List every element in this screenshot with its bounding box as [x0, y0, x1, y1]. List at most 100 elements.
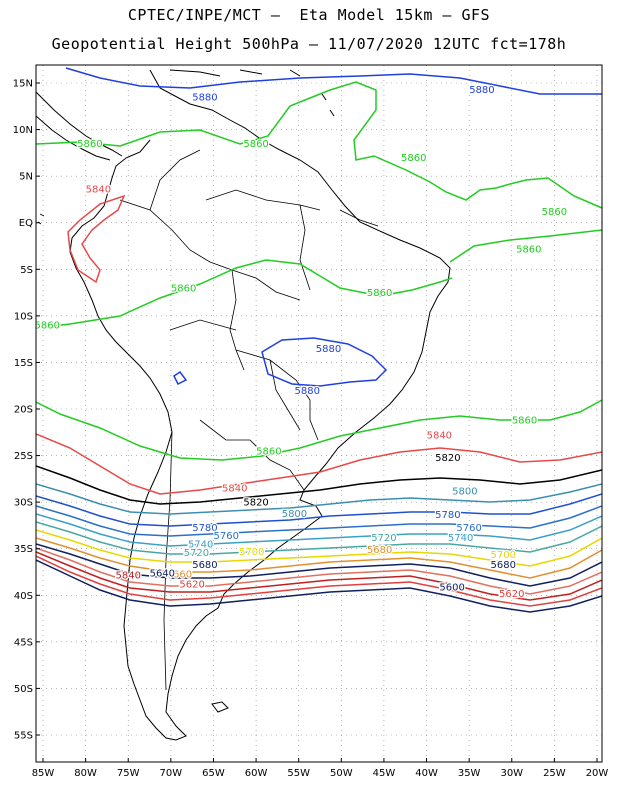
contour-label: 5860	[516, 244, 541, 255]
contour-5760	[36, 505, 602, 537]
contour-label: 5780	[435, 510, 460, 521]
contour-label: 5860	[512, 416, 537, 427]
falkland-islands	[211, 701, 229, 713]
contour-5700	[36, 529, 602, 567]
contour-5860-south	[36, 399, 602, 461]
contour-label: 5780	[192, 523, 217, 534]
contour-label: 5680	[367, 545, 392, 556]
lat-tick-label: EQ	[19, 218, 33, 229]
contour-5800	[36, 483, 602, 515]
central-america-coastline	[36, 91, 123, 157]
contour-5660	[36, 547, 602, 595]
lat-tick-label: 15N	[13, 79, 33, 90]
lat-tick-label: 50S	[14, 684, 33, 695]
contour-5620	[36, 555, 602, 607]
contour-label: 5860	[542, 207, 567, 218]
contour-label: 5800	[282, 509, 307, 520]
contour-5680	[36, 537, 602, 579]
contour-label: 5720	[371, 533, 396, 544]
contour-label: 5820	[435, 453, 460, 464]
contour-label: 5880	[469, 85, 494, 96]
lon-tick-label: 35W	[458, 768, 481, 779]
contour-5600	[36, 559, 602, 613]
contour-5680-dark	[36, 543, 602, 587]
contour-label: 5720	[184, 548, 209, 559]
lon-tick-label: 85W	[32, 768, 55, 779]
lon-tick-label: 60W	[245, 768, 268, 779]
lat-tick-label: 55S	[14, 731, 33, 742]
contour-label: 5760	[456, 523, 481, 534]
contour-label: 5800	[452, 486, 477, 497]
lon-tick-label: 50W	[330, 768, 353, 779]
contour-label: 5840	[86, 185, 111, 196]
contour-label: 5880	[316, 344, 341, 355]
contour-5720	[36, 521, 602, 555]
lon-tick-label: 80W	[74, 768, 97, 779]
contour-5740	[36, 513, 602, 547]
contour-label: 5700	[491, 550, 516, 561]
contour-label: 5620	[499, 589, 524, 600]
lat-tick-label: 40S	[14, 591, 33, 602]
contour-label: 5880	[294, 386, 319, 397]
contour-5820	[36, 465, 602, 505]
lon-tick-label: 55W	[287, 768, 310, 779]
contour-label: 5860	[401, 153, 426, 164]
contour-label: 5640	[150, 568, 175, 579]
central-america-pacific-coast	[36, 115, 111, 161]
contour-5880-north	[65, 67, 602, 95]
contour-value-labels: 5880 5880 5880 5880 5860 5860 5860 5860 5860 5860…	[33, 84, 568, 601]
lat-tick-label: 30S	[14, 498, 33, 509]
contour-5880-small	[173, 370, 188, 386]
contour-5860-middle	[36, 259, 453, 329]
lat-tick-label: 5S	[20, 265, 33, 276]
contour-label: 5680	[192, 560, 217, 571]
contour-5840-ecuador	[67, 194, 126, 284]
lat-tick-label: 15S	[14, 358, 33, 369]
contour-label: 5700	[239, 547, 264, 558]
lat-tick-label: 20S	[14, 405, 33, 416]
contour-5860-north	[36, 81, 602, 209]
contour-label: 5860	[367, 288, 392, 299]
contour-label: 5660	[167, 569, 192, 580]
contour-label: 5840	[116, 570, 141, 581]
map-title-line1: CPTEC/INPE/MCT – Eta Model 15km – GFS	[127, 6, 491, 24]
contour-label: 5620	[179, 580, 204, 591]
contour-label: 5840	[222, 484, 247, 495]
contour-5840-main	[36, 433, 602, 495]
lon-tick-label: 20W	[586, 768, 609, 779]
contour-5880-brazil	[261, 337, 388, 387]
lat-tick-label: 10N	[13, 125, 33, 136]
contour-label: 5740	[188, 540, 213, 551]
map-frame	[35, 64, 603, 763]
contour-label: 5860	[171, 283, 196, 294]
lat-tick-label: 45S	[14, 637, 33, 648]
caribbean-islands	[169, 69, 335, 117]
lat-tick-label: 25S	[14, 451, 33, 462]
contour-lines	[36, 67, 602, 613]
contour-label: 5860	[77, 139, 102, 150]
contour-label: 5680	[491, 560, 516, 571]
contour-label: 5600	[439, 582, 464, 593]
coastlines	[36, 69, 451, 741]
lon-tick-label: 40W	[415, 768, 438, 779]
contour-label: 5860	[256, 446, 281, 457]
contour-label: 5820	[243, 498, 268, 509]
lat-tick-label: 35S	[14, 544, 33, 555]
contour-label: 5860	[243, 139, 268, 150]
lat-tick-label: 10S	[14, 311, 33, 322]
contour-label: 5760	[214, 531, 239, 542]
contour-5640	[36, 551, 602, 601]
map-title-line2: Geopotential Height 500hPa – 11/07/2020 …	[51, 35, 567, 53]
lon-tick-label: 30W	[500, 768, 523, 779]
lon-tick-label: 65W	[202, 768, 225, 779]
lon-tick-label: 75W	[117, 768, 140, 779]
grid-lines	[36, 65, 602, 762]
lon-tick-label: 45W	[373, 768, 396, 779]
contour-label: 5840	[427, 431, 452, 442]
axis-labels: 15N 10N 5N EQ 5S 10S 15S 20S 25S 30S 35S 40S 45S 50S 5…	[13, 79, 609, 780]
contour-label: 5740	[448, 533, 473, 544]
south-america-coastline	[69, 69, 451, 741]
country-borders	[119, 149, 379, 691]
lon-tick-label: 25W	[543, 768, 566, 779]
